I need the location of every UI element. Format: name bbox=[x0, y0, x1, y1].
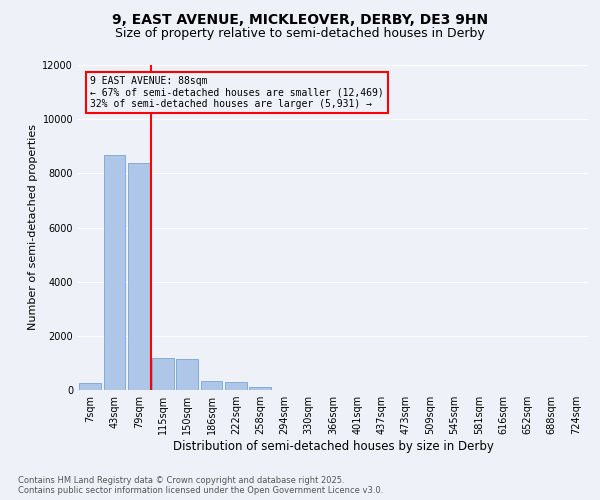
Text: Contains HM Land Registry data © Crown copyright and database right 2025.: Contains HM Land Registry data © Crown c… bbox=[18, 476, 344, 485]
Bar bbox=[249, 387, 271, 390]
X-axis label: Distribution of semi-detached houses by size in Derby: Distribution of semi-detached houses by … bbox=[173, 440, 493, 453]
Text: Size of property relative to semi-detached houses in Derby: Size of property relative to semi-detach… bbox=[115, 28, 485, 40]
Bar bbox=[200, 381, 223, 390]
Bar bbox=[152, 358, 174, 390]
Text: 9 EAST AVENUE: 88sqm
← 67% of semi-detached houses are smaller (12,469)
32% of s: 9 EAST AVENUE: 88sqm ← 67% of semi-detac… bbox=[91, 76, 384, 109]
Y-axis label: Number of semi-detached properties: Number of semi-detached properties bbox=[28, 124, 38, 330]
Text: 9, EAST AVENUE, MICKLEOVER, DERBY, DE3 9HN: 9, EAST AVENUE, MICKLEOVER, DERBY, DE3 9… bbox=[112, 12, 488, 26]
Bar bbox=[104, 155, 125, 390]
Text: Contains public sector information licensed under the Open Government Licence v3: Contains public sector information licen… bbox=[18, 486, 383, 495]
Bar bbox=[128, 163, 149, 390]
Bar bbox=[79, 383, 101, 390]
Bar bbox=[176, 359, 198, 390]
Bar bbox=[225, 382, 247, 390]
